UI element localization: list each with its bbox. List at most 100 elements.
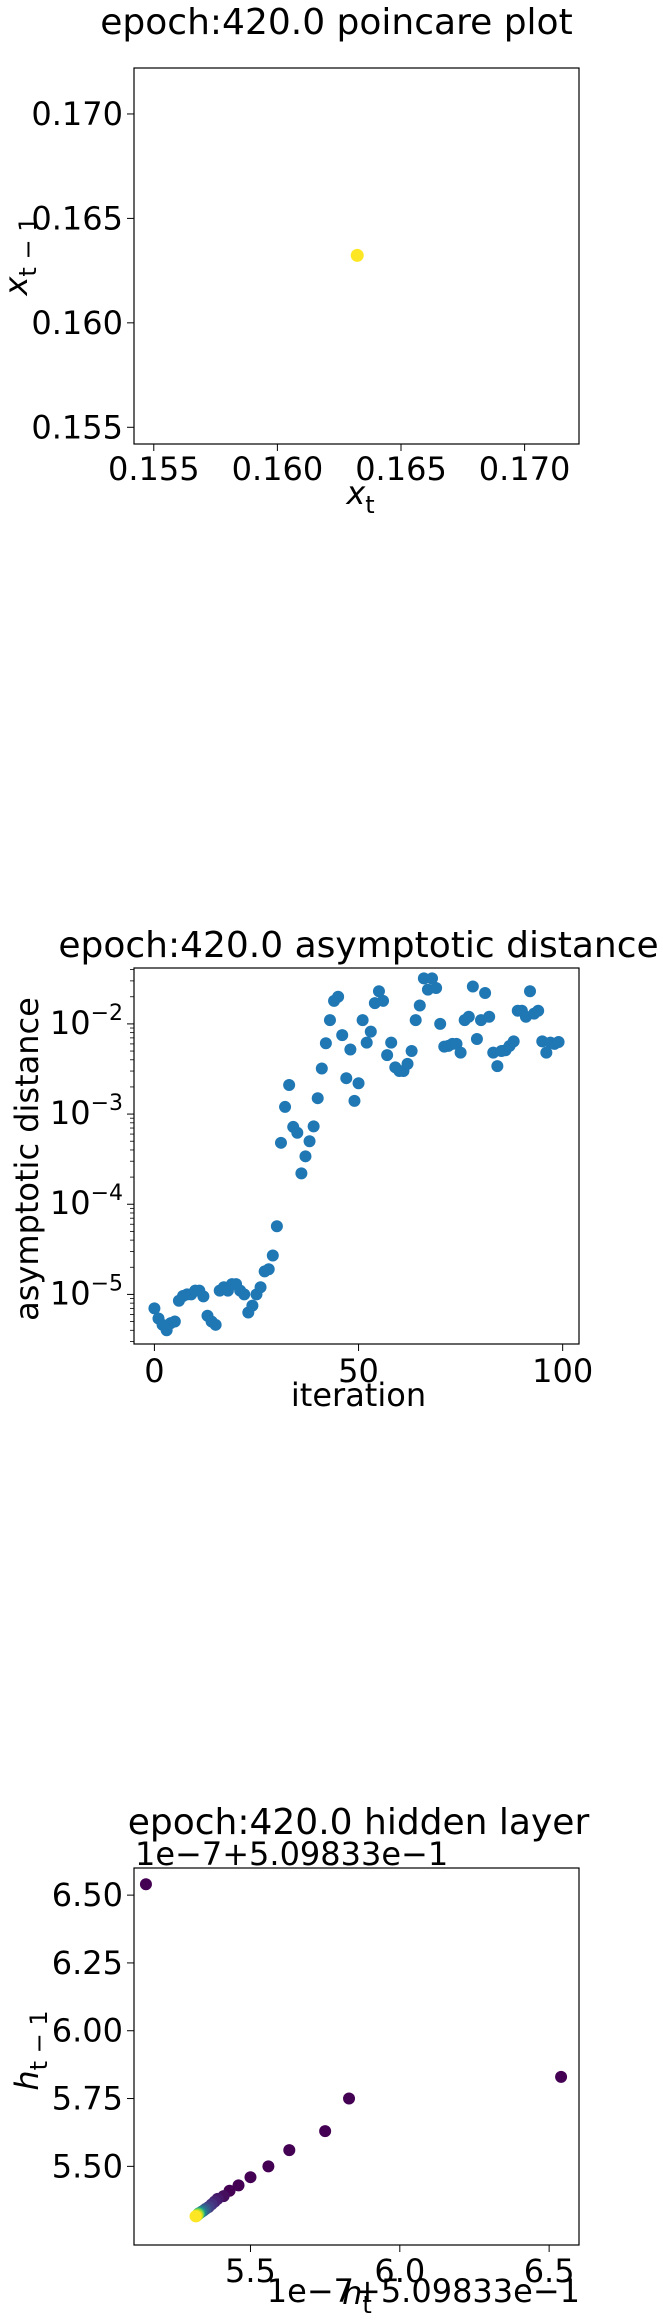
data-point <box>401 1057 414 1070</box>
data-point <box>307 1120 320 1133</box>
y-tick-label: 10−2 <box>50 1001 123 1042</box>
x-tick-label: 100 <box>532 1352 593 1390</box>
data-point <box>148 1302 161 1315</box>
x-axis-label: xt <box>345 474 374 519</box>
x-tick-label: 0 <box>144 1352 164 1390</box>
x-tick-label: 6.5 <box>524 2252 575 2290</box>
data-point <box>470 1033 483 1046</box>
data-point <box>348 1094 361 1107</box>
data-point <box>466 980 479 993</box>
data-point <box>319 1037 332 1050</box>
data-point <box>344 1043 357 1056</box>
x-tick-label: 6.0 <box>374 2252 425 2290</box>
data-point <box>303 1135 316 1148</box>
y-axis-label: ht − 1 <box>8 2010 53 2090</box>
data-point <box>385 1036 398 1049</box>
data-point <box>238 1288 251 1301</box>
y-tick-label: 6.00 <box>52 2012 123 2050</box>
data-point <box>266 1249 279 1262</box>
plot-frame <box>133 967 580 1345</box>
data-point <box>524 985 537 998</box>
data-point <box>291 1126 304 1139</box>
data-point <box>311 1092 324 1105</box>
y-tick-label: 6.25 <box>52 1944 123 1982</box>
data-point <box>434 1017 447 1030</box>
y-tick-label: 10−3 <box>50 1091 123 1132</box>
x-axis-label: ht <box>342 2274 372 2319</box>
data-point <box>274 1136 287 1149</box>
data-point <box>352 1077 365 1090</box>
y-tick-label: 0.160 <box>31 304 123 342</box>
poincare-chart: epoch:420.0 poincare plot 0.155 0.160 0.165… <box>0 2 580 519</box>
data-point <box>139 1878 152 1891</box>
data-point <box>430 982 443 995</box>
data-point <box>315 1062 328 1075</box>
data-point <box>323 1014 336 1027</box>
data-point <box>168 1315 181 1328</box>
y-offset-label: 1e−7+5.09833e−1 <box>135 1835 448 1873</box>
data-point <box>254 1281 267 1294</box>
data-point <box>409 1014 422 1027</box>
data-point <box>483 1010 496 1023</box>
data-point <box>283 1079 296 1092</box>
chart-title: epoch:420.0 hidden layer <box>128 1802 590 1843</box>
x-tick-label: 0.155 <box>108 450 200 488</box>
x-axis-label: iteration <box>291 1376 426 1414</box>
x-tick-label: 0.165 <box>355 450 447 488</box>
data-point <box>336 1029 349 1042</box>
y-tick-label: 5.50 <box>52 2147 123 2185</box>
data-point <box>189 2210 202 2223</box>
data-point <box>532 1004 545 1017</box>
data-point <box>555 2070 568 2083</box>
data-point <box>491 1060 504 1073</box>
data-point <box>381 1049 394 1062</box>
data-point <box>270 1220 283 1233</box>
data-point <box>377 994 390 1007</box>
data-point <box>372 985 385 998</box>
data-point <box>279 1100 292 1113</box>
y-tick-label: 10−4 <box>50 1181 123 1222</box>
y-tick-label: 0.170 <box>31 95 123 133</box>
data-point <box>507 1035 520 1048</box>
x-tick-label: 0.170 <box>479 450 571 488</box>
data-point <box>299 1150 312 1163</box>
data-point <box>360 1036 373 1049</box>
data-point <box>413 999 426 1012</box>
plot-frame <box>133 1867 580 2246</box>
x-tick-label: 0.160 <box>232 450 324 488</box>
plot-frame <box>133 67 580 445</box>
data-point <box>262 1263 275 1276</box>
x-tick-label: 5.5 <box>225 2252 276 2290</box>
data-point <box>319 2125 332 2138</box>
data-point <box>232 2179 245 2192</box>
y-axis-label: xt − 1 <box>0 217 42 297</box>
y-tick-label: 5.75 <box>52 2080 123 2118</box>
y-tick-label: 6.50 <box>52 1876 123 1914</box>
data-point <box>552 1035 565 1048</box>
data-point <box>356 1014 369 1027</box>
hidden-layer-chart: epoch:420.0 hidden layer1e−7+5.09833e−15… <box>8 1802 589 2319</box>
y-tick-label: 10−5 <box>50 1271 123 1312</box>
data-point <box>246 1299 259 1312</box>
x-offset-label: 1e−7+5.09833e−1 <box>267 2272 580 2310</box>
data-point <box>262 2160 275 2173</box>
data-point <box>343 2092 356 2105</box>
data-point <box>283 2144 296 2157</box>
data-point <box>197 1290 210 1303</box>
data-point <box>340 1072 353 1085</box>
data-point <box>209 1318 222 1331</box>
data-point <box>540 1046 553 1059</box>
asymptotic-distance-chart: epoch:420.0 asymptotic distance 0 50 100 10−… <box>8 925 659 1414</box>
data-point <box>454 1046 467 1059</box>
data-point <box>295 1167 308 1180</box>
y-tick-label: 0.155 <box>31 408 123 446</box>
data-point <box>479 987 492 1000</box>
y-tick-label: 0.165 <box>31 199 123 237</box>
y-axis-label: asymptotic distance <box>8 997 46 1321</box>
data-point <box>405 1045 418 1058</box>
chart-title: epoch:420.0 asymptotic distance <box>58 925 658 966</box>
chart-title: epoch:420.0 poincare plot <box>100 2 572 43</box>
data-point <box>332 990 345 1003</box>
data-point <box>244 2171 257 2184</box>
data-point <box>364 1025 377 1038</box>
